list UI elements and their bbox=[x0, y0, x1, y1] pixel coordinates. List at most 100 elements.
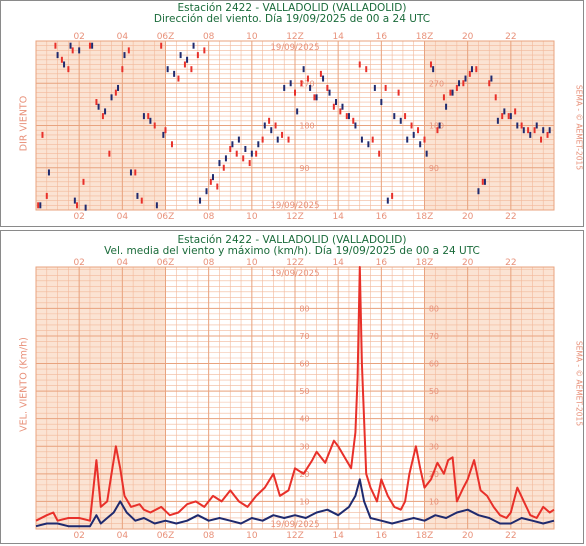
direction-point bbox=[470, 66, 473, 73]
x-tick-label: 08 bbox=[203, 212, 215, 222]
y-tick-label: 30 bbox=[429, 442, 439, 451]
direction-point bbox=[67, 66, 70, 73]
direction-point bbox=[309, 84, 312, 91]
direction-point bbox=[328, 89, 331, 96]
y-tick-label: 10 bbox=[299, 497, 309, 506]
direction-point bbox=[332, 103, 335, 110]
direction-point bbox=[384, 84, 387, 91]
wind-speed-panel: Estación 2422 - VALLADOLID (VALLADOLID) … bbox=[0, 230, 584, 544]
y-tick-label: 50 bbox=[299, 387, 309, 396]
direction-point bbox=[458, 80, 461, 87]
x-tick-label: 10 bbox=[246, 258, 258, 268]
direction-point bbox=[222, 164, 225, 171]
direction-point bbox=[183, 61, 186, 68]
x-tick-label: 16 bbox=[376, 258, 388, 268]
direction-point bbox=[540, 136, 543, 143]
direction-point bbox=[462, 80, 465, 87]
x-tick-label: 20 bbox=[462, 212, 474, 222]
x-tick-label: 08 bbox=[203, 32, 215, 42]
direction-point bbox=[39, 202, 42, 209]
direction-point bbox=[69, 42, 72, 49]
direction-point bbox=[82, 178, 85, 185]
y-axis-label: DIR VIENTO bbox=[18, 95, 30, 152]
direction-point bbox=[535, 122, 538, 129]
direction-point bbox=[347, 113, 350, 120]
direction-point bbox=[514, 108, 517, 115]
x-tick-label: 02 bbox=[73, 32, 84, 42]
direction-point bbox=[250, 150, 253, 157]
direction-point bbox=[438, 122, 441, 129]
direction-point bbox=[162, 131, 165, 138]
direction-point bbox=[91, 42, 94, 49]
direction-point bbox=[341, 103, 344, 110]
direction-point bbox=[294, 89, 296, 96]
direction-point bbox=[283, 84, 286, 91]
x-tick-label: 12Z bbox=[286, 32, 304, 42]
direction-point bbox=[455, 84, 458, 91]
direction-point bbox=[63, 61, 66, 68]
mean-speed-line bbox=[35, 478, 555, 528]
gust-line bbox=[35, 266, 555, 522]
direction-point bbox=[542, 127, 545, 134]
direction-point bbox=[71, 47, 74, 54]
direction-point bbox=[95, 99, 98, 106]
direction-point bbox=[199, 197, 202, 204]
direction-point bbox=[190, 66, 193, 73]
direction-point bbox=[45, 192, 48, 199]
direction-point bbox=[147, 113, 150, 120]
direction-point bbox=[373, 84, 376, 91]
direction-point bbox=[494, 94, 497, 101]
x-tick-label: 18Z bbox=[416, 32, 434, 42]
y-axis-label: VEL. VIENTO (Km/h) bbox=[18, 337, 30, 432]
direction-point bbox=[358, 61, 361, 68]
date-label: 19/09/2025 bbox=[271, 43, 320, 53]
direction-point bbox=[367, 141, 370, 148]
direction-point bbox=[76, 202, 79, 209]
direction-point bbox=[263, 122, 266, 129]
x-tick-label: 18Z bbox=[416, 531, 434, 541]
direction-point bbox=[84, 204, 87, 211]
y-tick-label: 270 bbox=[299, 79, 314, 88]
direction-point bbox=[160, 42, 163, 49]
y-tick-label: 10 bbox=[429, 497, 439, 506]
direction-point bbox=[429, 61, 432, 68]
direction-point bbox=[529, 131, 532, 138]
direction-point bbox=[477, 188, 480, 195]
direction-point bbox=[37, 202, 40, 209]
direction-point bbox=[481, 178, 484, 185]
x-tick-label: 08 bbox=[203, 258, 215, 268]
x-tick-label: 20 bbox=[462, 531, 474, 541]
direction-point bbox=[522, 127, 525, 134]
direction-point bbox=[520, 122, 523, 129]
direction-point bbox=[371, 136, 374, 143]
direction-point bbox=[56, 52, 59, 59]
x-tick-label: 06Z bbox=[157, 212, 175, 222]
direction-point bbox=[425, 150, 428, 157]
direction-point bbox=[335, 99, 338, 106]
direction-point bbox=[142, 113, 145, 120]
direction-point bbox=[224, 155, 227, 162]
direction-point bbox=[47, 169, 50, 176]
y-tick-label: 80 bbox=[299, 304, 309, 313]
direction-point bbox=[117, 84, 120, 91]
y-tick-label: 80 bbox=[429, 304, 439, 313]
direction-point bbox=[121, 66, 124, 73]
direction-point bbox=[548, 127, 551, 134]
direction-point bbox=[73, 197, 76, 204]
x-tick-label: 12Z bbox=[286, 212, 304, 222]
direction-point bbox=[306, 75, 309, 82]
station-title: Estación 2422 - VALLADOLID (VALLADOLID) bbox=[177, 234, 407, 246]
date-label: 19/09/2025 bbox=[271, 520, 320, 530]
direction-point bbox=[386, 197, 389, 204]
direction-point bbox=[322, 75, 325, 82]
direction-point bbox=[129, 169, 132, 176]
direction-point bbox=[300, 80, 303, 87]
direction-point bbox=[354, 122, 357, 129]
direction-point bbox=[445, 103, 448, 110]
direction-point bbox=[410, 122, 413, 129]
y-tick-label: 90 bbox=[299, 164, 309, 173]
direction-point bbox=[166, 66, 169, 73]
direction-point bbox=[501, 113, 504, 120]
chart-title: Vel. media del viento y máximo (km/h). D… bbox=[104, 245, 480, 257]
direction-point bbox=[496, 117, 499, 124]
